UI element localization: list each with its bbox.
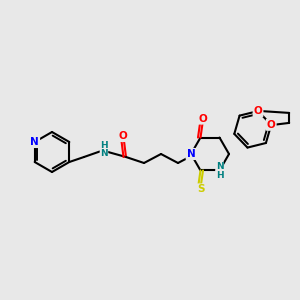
- Text: N: N: [216, 162, 223, 171]
- Text: S: S: [197, 184, 204, 194]
- Text: N: N: [100, 149, 108, 158]
- Text: O: O: [198, 113, 207, 124]
- Text: O: O: [118, 131, 127, 141]
- Text: O: O: [254, 106, 262, 116]
- Text: N: N: [30, 137, 39, 147]
- Text: H: H: [100, 142, 108, 151]
- Text: H: H: [216, 171, 223, 180]
- Text: N: N: [187, 149, 195, 159]
- Text: O: O: [267, 120, 276, 130]
